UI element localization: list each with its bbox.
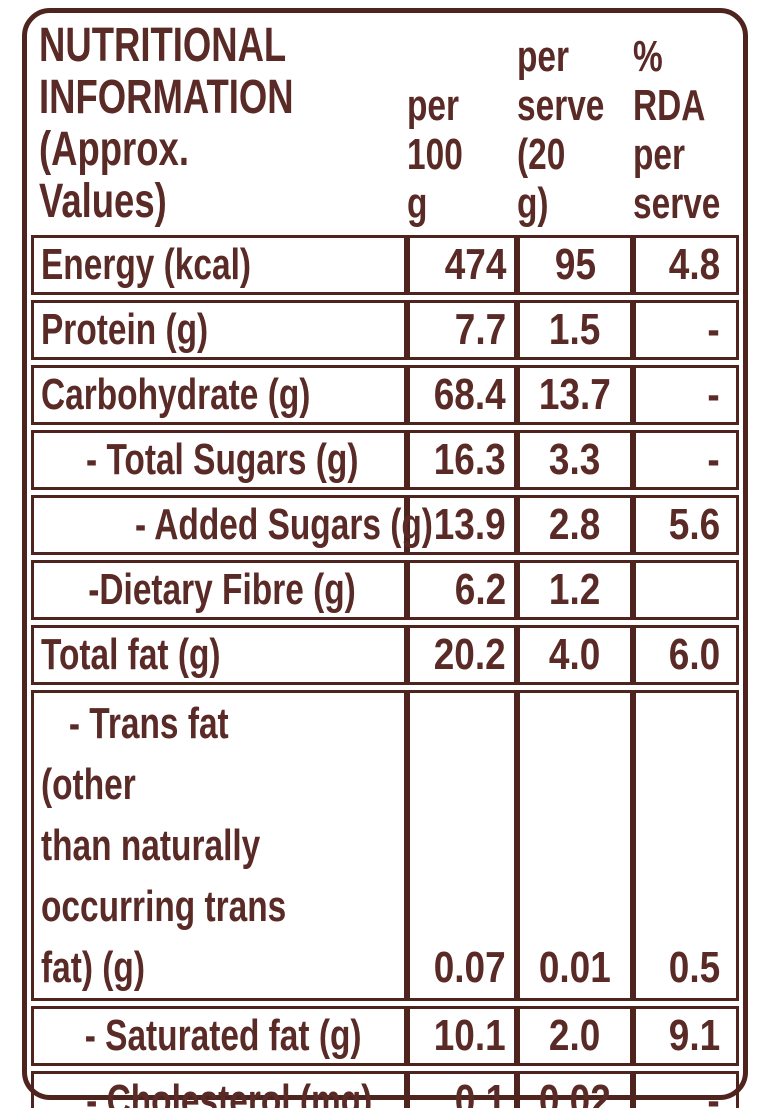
value-per-serve: 95: [517, 235, 633, 295]
value-per-serve: 0.02: [517, 1071, 633, 1108]
value-per-100g: 10.1: [407, 1006, 517, 1066]
value-per-100g: 474: [407, 235, 517, 295]
table-header: NUTRITIONAL INFORMATION (Approx. Values)…: [31, 20, 739, 230]
nutrient-label: - Total Sugars (g): [31, 430, 407, 490]
table-title-text: NUTRITIONAL INFORMATION (Approx. Values): [39, 19, 294, 228]
value-rda-per-serve: 0.5: [633, 690, 739, 1001]
table-row-added-sugars: - Added Sugars (g) 13.9 2.8 5.6: [31, 495, 739, 555]
column-header-rda-per-serve: % RDA per serve: [633, 20, 739, 230]
value-rda-per-serve: -: [633, 365, 739, 425]
value-per-serve: 1.2: [517, 560, 633, 620]
table-row-trans-fat: - Trans fat (other than naturally occurr…: [31, 690, 739, 1001]
nutrient-label: - Trans fat (other than naturally occurr…: [31, 690, 407, 1001]
table-row-energy: Energy (kcal) 474 95 4.8: [31, 235, 739, 295]
value-per-serve: 4.0: [517, 625, 633, 685]
value-per-100g: 13.9: [407, 495, 517, 555]
value-per-serve: 0.01: [517, 690, 633, 1001]
value-rda-per-serve: 5.6: [633, 495, 739, 555]
nutrition-facts-panel: NUTRITIONAL INFORMATION (Approx. Values)…: [22, 8, 748, 1108]
nutrient-label: - Saturated fat (g): [31, 1006, 407, 1066]
nutrient-label: - Added Sugars (g): [31, 495, 433, 555]
value-per-100g: 7.7: [407, 300, 517, 360]
nutrient-label: Protein (g): [31, 300, 407, 360]
table-row-carbohydrate: Carbohydrate (g) 68.4 13.7 -: [31, 365, 739, 425]
nutrition-table: NUTRITIONAL INFORMATION (Approx. Values)…: [31, 15, 739, 1108]
value-per-100g: 16.3: [407, 430, 517, 490]
value-rda-per-serve: 9.1: [633, 1006, 739, 1066]
value-per-100g: 0.1: [407, 1071, 517, 1108]
nutrient-label: Total fat (g): [31, 625, 407, 685]
value-per-serve: 2.0: [517, 1006, 633, 1066]
table-row-saturated-fat: - Saturated fat (g) 10.1 2.0 9.1: [31, 1006, 739, 1066]
value-rda-per-serve: -: [633, 300, 739, 360]
value-per-serve: 3.3: [517, 430, 633, 490]
table-row-protein: Protein (g) 7.7 1.5 -: [31, 300, 739, 360]
nutrient-label: Carbohydrate (g): [31, 365, 407, 425]
value-per-100g: 68.4: [407, 365, 517, 425]
value-rda-per-serve: -: [633, 1071, 739, 1108]
value-per-serve: 1.5: [517, 300, 633, 360]
value-rda-per-serve: -: [633, 430, 739, 490]
value-per-serve: 2.8: [517, 495, 633, 555]
table-row-total-sugars: - Total Sugars (g) 16.3 3.3 -: [31, 430, 739, 490]
value-per-serve: 13.7: [517, 365, 633, 425]
value-rda-per-serve: [633, 560, 739, 620]
table-row-total-fat: Total fat (g) 20.2 4.0 6.0: [31, 625, 739, 685]
table-row-cholesterol: - Cholesterol (mg) 0.1 0.02 -: [31, 1071, 739, 1108]
column-header-per-serve: per serve (20 g): [517, 20, 633, 230]
column-header-per-serve-text: per serve (20 g): [517, 32, 605, 228]
value-per-100g: 0.07: [407, 690, 517, 1001]
column-header-rda-text: % RDA per serve: [633, 32, 721, 228]
nutrient-label: Energy (kcal): [31, 235, 407, 295]
value-rda-per-serve: 4.8: [633, 235, 739, 295]
column-header-per-100g: per 100 g: [407, 20, 517, 230]
table-title: NUTRITIONAL INFORMATION (Approx. Values): [31, 20, 407, 230]
table-row-dietary-fibre: -Dietary Fibre (g) 6.2 1.2: [31, 560, 739, 620]
value-per-100g: 6.2: [407, 560, 517, 620]
nutrient-label: -Dietary Fibre (g): [31, 560, 407, 620]
nutrient-label: - Cholesterol (mg): [31, 1071, 407, 1108]
value-per-100g: 20.2: [407, 625, 517, 685]
value-rda-per-serve: 6.0: [633, 625, 739, 685]
column-header-per-100g-text: per 100 g: [407, 81, 463, 228]
